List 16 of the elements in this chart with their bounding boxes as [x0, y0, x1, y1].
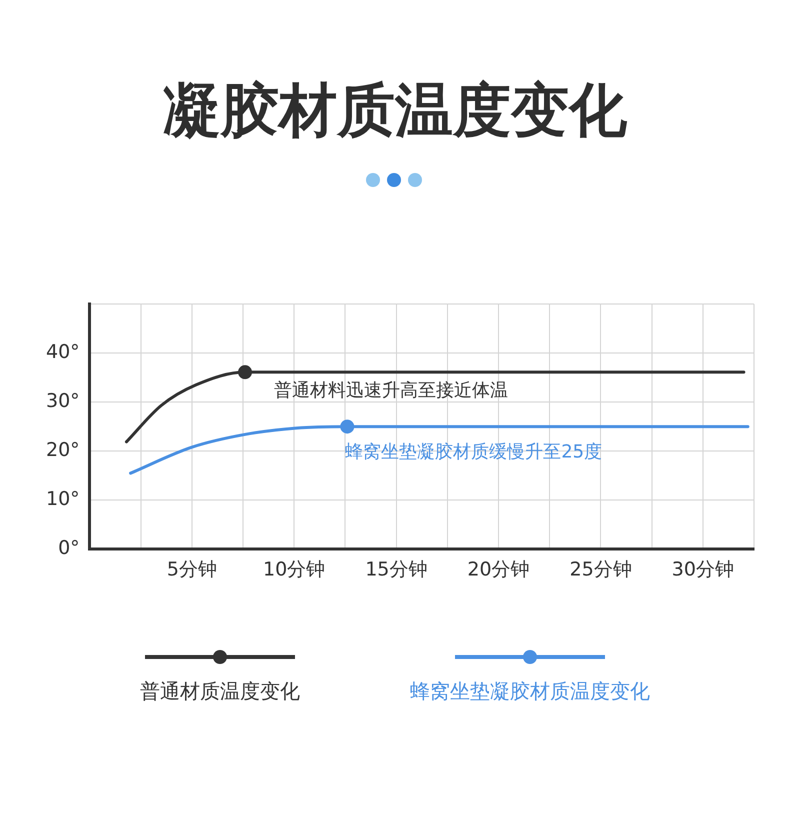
legend-label: 普通材质温度变化 [140, 678, 300, 705]
annotation: 普通材料迅速升高至接近体温 [274, 380, 508, 401]
legend-label: 蜂窝坐垫凝胶材质温度变化 [410, 678, 650, 705]
x-tick-label: 10分钟 [262, 558, 326, 581]
x-tick-label: 20分钟 [467, 558, 530, 581]
y-tick-label: 10° [46, 488, 80, 510]
x-tick-label: 15分钟 [365, 558, 428, 581]
y-tick-label: 20° [46, 439, 80, 462]
chart-title: 凝胶材质温度变化 [162, 75, 628, 146]
y-tick-label: 30° [46, 390, 80, 412]
y-tick-label: 40° [46, 340, 80, 363]
x-tick-label: 25分钟 [570, 558, 632, 581]
x-tick-label: 30分钟 [672, 558, 734, 581]
x-tick-label: 5分钟 [166, 558, 217, 581]
annotation: 蜂窝坐垫凝胶材质缓慢升至25度 [345, 441, 602, 462]
y-tick-label: 0° [58, 537, 80, 560]
